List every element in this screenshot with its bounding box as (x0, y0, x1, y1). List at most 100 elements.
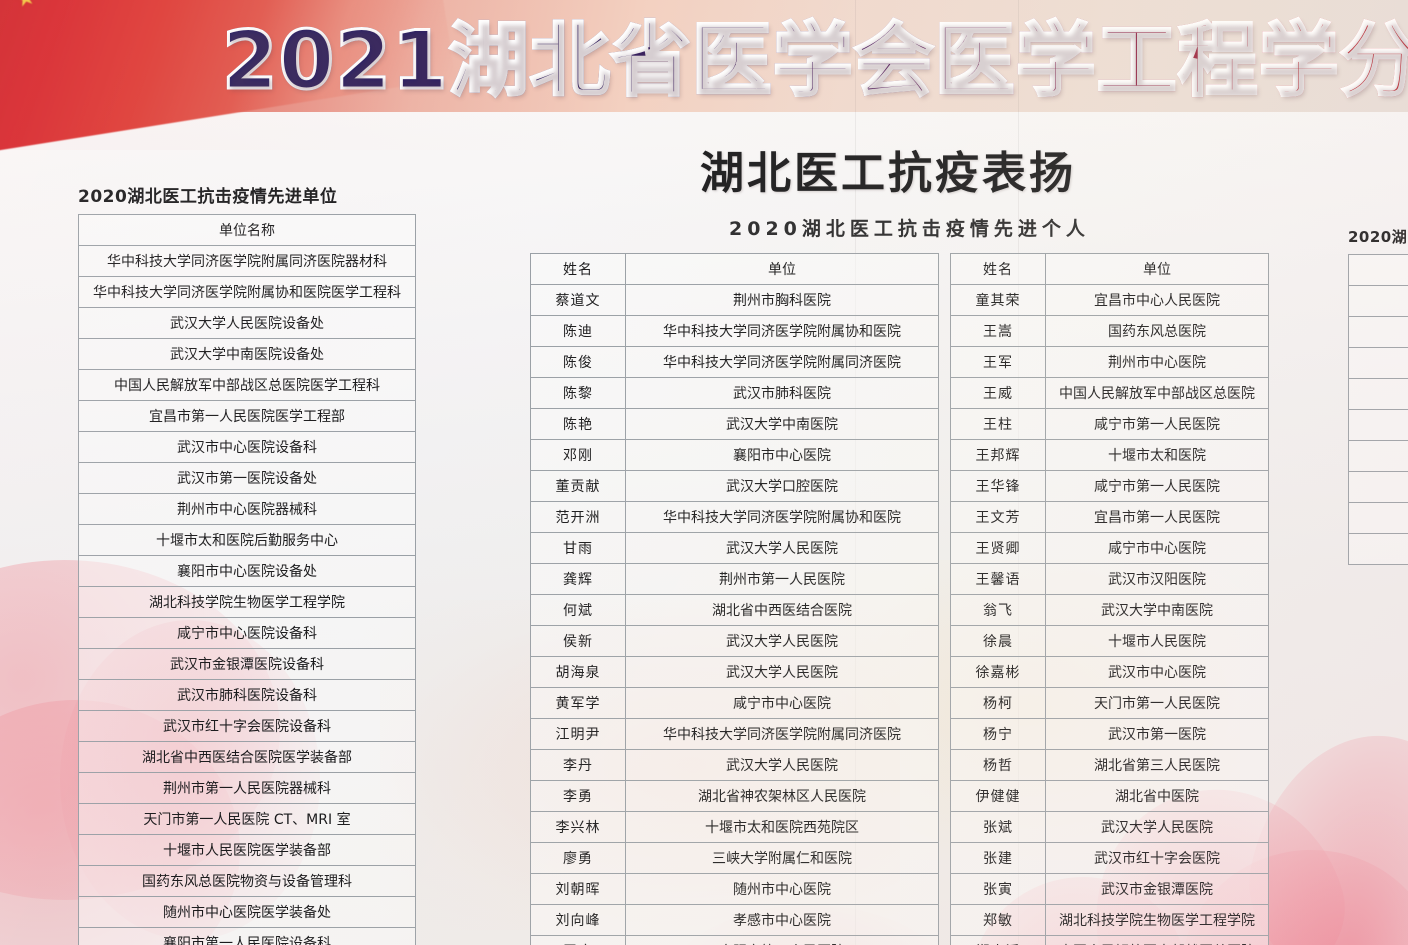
table-row: 江明尹 华中科技大学同济医学院附属同济医院 (530, 718, 939, 750)
person-name-cell: 邓刚 (530, 439, 626, 471)
table-row: 何斌 湖北省中西医结合医院 (530, 594, 939, 626)
table-row: 武汉市中心医院设备科 (78, 431, 416, 463)
person-unit-cell: 中国人民解放军中部战区总医院 (1045, 935, 1269, 945)
person-unit-cell: 咸宁市第一人民医院 (1045, 470, 1269, 502)
unit-name-cell: 武汉市金银潭医院设备科 (78, 648, 416, 680)
table-row: 王威 中国人民解放军中部战区总医院 (950, 377, 1269, 409)
person-name-cell (1348, 254, 1408, 286)
table-row: 湖北省中西医结合医院医学装备部 (78, 741, 416, 773)
unit-name-cell: 荆州市第一人民医院器械科 (78, 772, 416, 804)
person-unit-cell: 武汉市金银潭医院 (1045, 873, 1269, 905)
unit-name-cell: 天门市第一人民医院 CT、MRI 室 (78, 803, 416, 835)
person-name-cell: 杨柯 (950, 687, 1046, 719)
advanced-individuals-table-block-b: 姓名 单位 童其荣 宜昌市中心人民医院 王嵩 国药东风总医院 王军 荆州市中心医院 王威 中国人民… (950, 253, 1269, 945)
table-row: 襄阳市第一人民医院设备科 (78, 927, 416, 945)
advanced-individuals-table-block-c: 2020湖 (1348, 226, 1408, 565)
table-row: 十堰市人民医院医学装备部 (78, 834, 416, 866)
unit-name-cell: 湖北科技学院生物医学工程学院 (78, 586, 416, 618)
person-unit-cell: 湖北省中医院 (1045, 780, 1269, 812)
table-row: 郑敏 湖北科技学院生物医学工程学院 (950, 904, 1269, 936)
table-header-row: 姓名 单位 (950, 253, 1269, 285)
individuals-table-a: 姓名 单位 蔡道文 荆州市胸科医院 陈迪 华中科技大学同济医学院附属协和医院 陈俊 华中科技大… (530, 253, 939, 945)
person-name-cell: 侯新 (530, 625, 626, 657)
person-name-cell (1348, 316, 1408, 348)
individuals-c-table-title: 2020湖 (1348, 228, 1408, 246)
person-unit-cell: 武汉大学口腔医院 (625, 470, 939, 502)
flag-star-icon: ★ (13, 0, 39, 13)
table-row: 徐晨 十堰市人民医院 (950, 625, 1269, 657)
table-row: 武汉市肺科医院设备科 (78, 679, 416, 711)
advanced-units-table-block: 2020湖北医工抗击疫情先进单位 单位名称 华中科技大学同济医学院附属同济医院器材… (78, 182, 416, 945)
person-unit-cell: 宜昌市第一人民医院 (1045, 501, 1269, 533)
person-name-cell (1348, 409, 1408, 441)
person-unit-cell: 三峡大学附属仁和医院 (625, 842, 939, 874)
person-name-cell: 范开洲 (530, 501, 626, 533)
person-unit-cell: 华中科技大学同济医学院附属协和医院 (625, 315, 939, 347)
table-row: 范开洲 华中科技大学同济医学院附属协和医院 (530, 501, 939, 533)
person-unit-cell: 武汉大学人民医院 (1045, 811, 1269, 843)
person-name-cell (1348, 347, 1408, 379)
person-unit-cell: 荆州市胸科医院 (625, 284, 939, 316)
table-row: 王军 荆州市中心医院 (950, 346, 1269, 378)
person-name-cell: 廖勇 (530, 842, 626, 874)
table-row: 陈黎 武汉市肺科医院 (530, 377, 939, 409)
person-name-cell: 龚辉 (530, 563, 626, 595)
table-row: 武汉大学中南医院设备处 (78, 338, 416, 370)
unit-name-cell: 荆州市中心医院器械科 (78, 493, 416, 525)
table-row (1348, 378, 1408, 410)
table-row: 王邦辉 十堰市太和医院 (950, 439, 1269, 471)
table-header-row: 姓名 单位 (530, 253, 939, 285)
unit-name-cell: 咸宁市中心医院设备科 (78, 617, 416, 649)
person-unit-cell: 武汉市汉阳医院 (1045, 563, 1269, 595)
table-row: 张斌 武汉大学人民医院 (950, 811, 1269, 843)
person-name-cell: 杨哲 (950, 749, 1046, 781)
person-name-cell: 徐晨 (950, 625, 1046, 657)
units-table-title: 2020湖北医工抗击疫情先进单位 (78, 187, 338, 207)
person-unit-cell: 华中科技大学同济医学院附属协和医院 (625, 501, 939, 533)
unit-name-cell: 十堰市太和医院后勤服务中心 (78, 524, 416, 556)
person-name-cell (1348, 440, 1408, 472)
individuals-table-b: 姓名 单位 童其荣 宜昌市中心人民医院 王嵩 国药东风总医院 王军 荆州市中心医院 王威 中国人民… (950, 253, 1269, 945)
person-name-cell: 张斌 (950, 811, 1046, 843)
table-row: 华中科技大学同济医学院附属同济医院器材科 (78, 245, 416, 277)
person-unit-cell: 湖北省中西医结合医院 (625, 594, 939, 626)
table-row: 陈俊 华中科技大学同济医学院附属同济医院 (530, 346, 939, 378)
table-row: 徐嘉彬 武汉市中心医院 (950, 656, 1269, 688)
person-name-cell: 翁飞 (950, 594, 1046, 626)
table-row: 董贡献 武汉大学口腔医院 (530, 470, 939, 502)
person-name-cell: 王华锋 (950, 470, 1046, 502)
person-name-cell: 李兴林 (530, 811, 626, 843)
person-name-cell: 伊健健 (950, 780, 1046, 812)
table-row: 武汉市红十字会医院设备科 (78, 710, 416, 742)
table-row: 胡海泉 武汉大学人民医院 (530, 656, 939, 688)
person-name-cell: 刘朝晖 (530, 873, 626, 905)
person-name-cell (1348, 378, 1408, 410)
table-row: 伊健健 湖北省中医院 (950, 780, 1269, 812)
table-row (1348, 502, 1408, 534)
person-name-cell: 陈艳 (530, 408, 626, 440)
table-row: 罗康襄阳市第一人民医院 (530, 935, 939, 945)
person-name-cell: 陈黎 (530, 377, 626, 409)
table-row: 李勇 湖北省神农架林区人民医院 (530, 780, 939, 812)
person-name-cell: 张寅 (950, 873, 1046, 905)
table-row: 龚辉 荆州市第一人民医院 (530, 563, 939, 595)
person-unit-cell: 宜昌市中心人民医院 (1045, 284, 1269, 316)
units-column-header: 单位名称 (78, 214, 416, 246)
unit-name-cell: 华中科技大学同济医学院附属协和医院医学工程科 (78, 276, 416, 308)
person-unit-cell: 武汉大学中南医院 (1045, 594, 1269, 626)
advanced-individuals-table-block-a: 姓名 单位 蔡道文 荆州市胸科医院 陈迪 华中科技大学同济医学院附属协和医院 陈俊 华中科技大… (530, 253, 939, 945)
table-row: 张建 武汉市红十字会医院 (950, 842, 1269, 874)
table-row: 随州市中心医院医学装备处 (78, 896, 416, 928)
person-name-cell: 何斌 (530, 594, 626, 626)
person-name-cell: 罗康 (530, 935, 626, 945)
person-unit-cell: 湖北省第三人民医院 (1045, 749, 1269, 781)
person-unit-cell: 武汉市红十字会医院 (1045, 842, 1269, 874)
table-row: 郑小溪中国人民解放军中部战区总医院 (950, 935, 1269, 945)
person-name-cell: 郑小溪 (950, 935, 1046, 945)
person-name-cell (1348, 502, 1408, 534)
person-name-cell: 徐嘉彬 (950, 656, 1046, 688)
person-unit-cell: 武汉大学中南医院 (625, 408, 939, 440)
person-name-cell: 王文芳 (950, 501, 1046, 533)
table-row: 国药东风总医院物资与设备管理科 (78, 865, 416, 897)
person-name-cell: 蔡道文 (530, 284, 626, 316)
